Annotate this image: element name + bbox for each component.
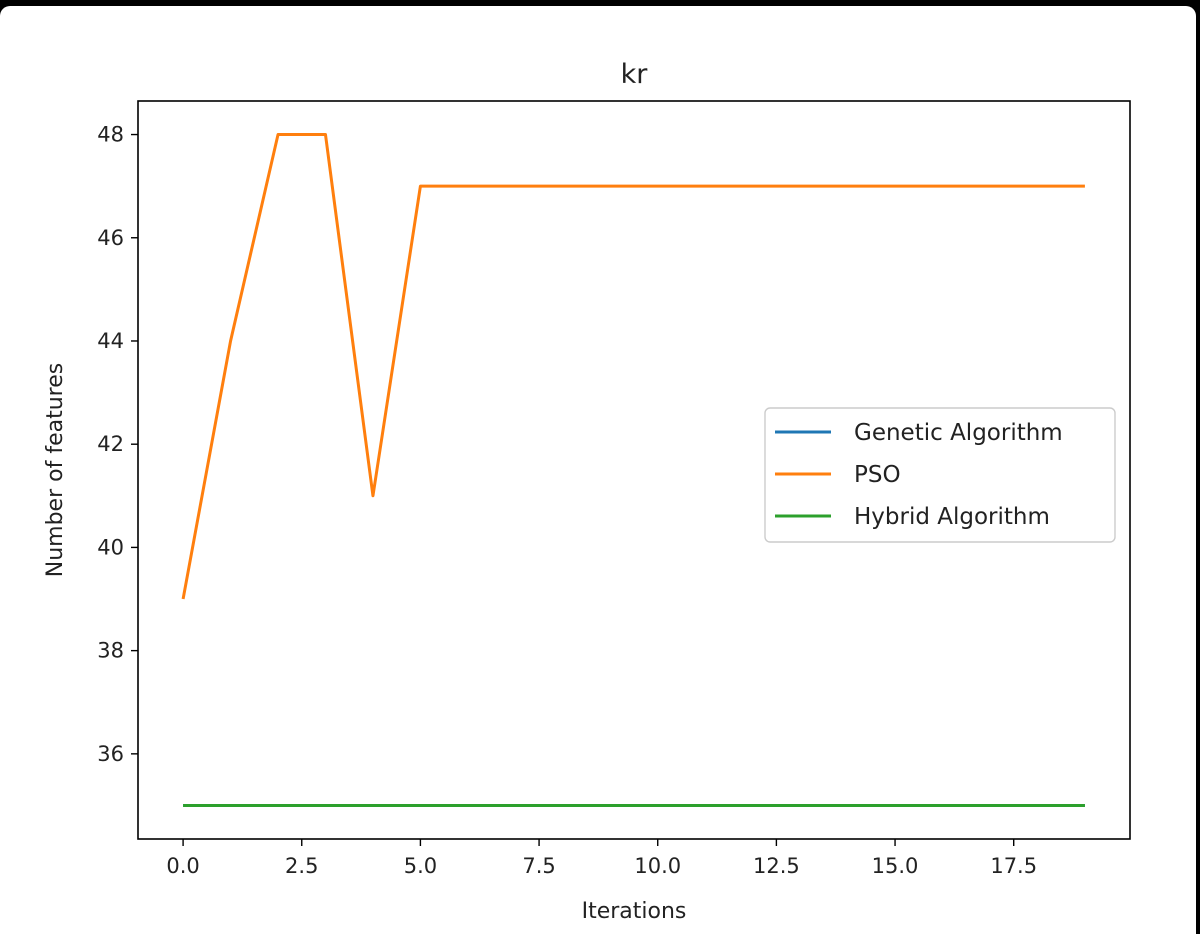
legend-label: Genetic Algorithm: [854, 420, 1063, 446]
legend-entry-genetic-algorithm: Genetic Algorithm: [775, 420, 1063, 446]
chart-title: kr: [621, 59, 649, 90]
series-line-pso: [181, 133, 1085, 600]
legend-label: Hybrid Algorithm: [854, 504, 1050, 530]
legend-box: [764, 407, 1116, 543]
series-layer: [181, 133, 1085, 807]
plot-frame: [137, 100, 1131, 840]
y-axis-label: Number of features: [43, 363, 68, 577]
x-tick-label: 12.5: [753, 854, 800, 878]
x-tick-label: 5.0: [404, 854, 437, 878]
x-tick-label: 15.0: [872, 854, 919, 878]
x-tick-label: 0.0: [166, 854, 199, 878]
x-tick-label: 10.0: [634, 854, 681, 878]
x-tick-label: 7.5: [522, 854, 555, 878]
y-tick-label: 44: [97, 329, 124, 353]
y-tick-label: 36: [97, 742, 124, 766]
y-axis: 36 38 40 42 44 46 48: [97, 123, 138, 766]
x-axis-label: Iterations: [582, 899, 687, 924]
y-tick-label: 48: [97, 123, 124, 147]
x-axis: 0.0 2.5 5.0 7.5 10.0 12.5 15.0 17.5: [166, 839, 1037, 878]
y-tick-label: 42: [97, 432, 124, 456]
figure-canvas: kr 0.0 2.5 5.0 7.5 10.0 12.5 15.0 17.5 36 38 40 42…: [0, 6, 1196, 934]
x-tick-label: 2.5: [285, 854, 318, 878]
legend-entry-hybrid-algorithm: Hybrid Algorithm: [775, 504, 1050, 530]
x-tick-label: 17.5: [990, 854, 1037, 878]
y-tick-label: 38: [97, 639, 124, 663]
legend: Genetic Algorithm PSO Hybrid Algorithm: [764, 407, 1116, 543]
y-tick-label: 46: [97, 226, 124, 250]
line-chart: kr 0.0 2.5 5.0 7.5 10.0 12.5 15.0 17.5 36 38 40 42…: [43, 59, 1131, 924]
y-tick-label: 40: [97, 535, 124, 559]
legend-label: PSO: [854, 462, 901, 488]
legend-entry-pso: PSO: [775, 462, 901, 488]
